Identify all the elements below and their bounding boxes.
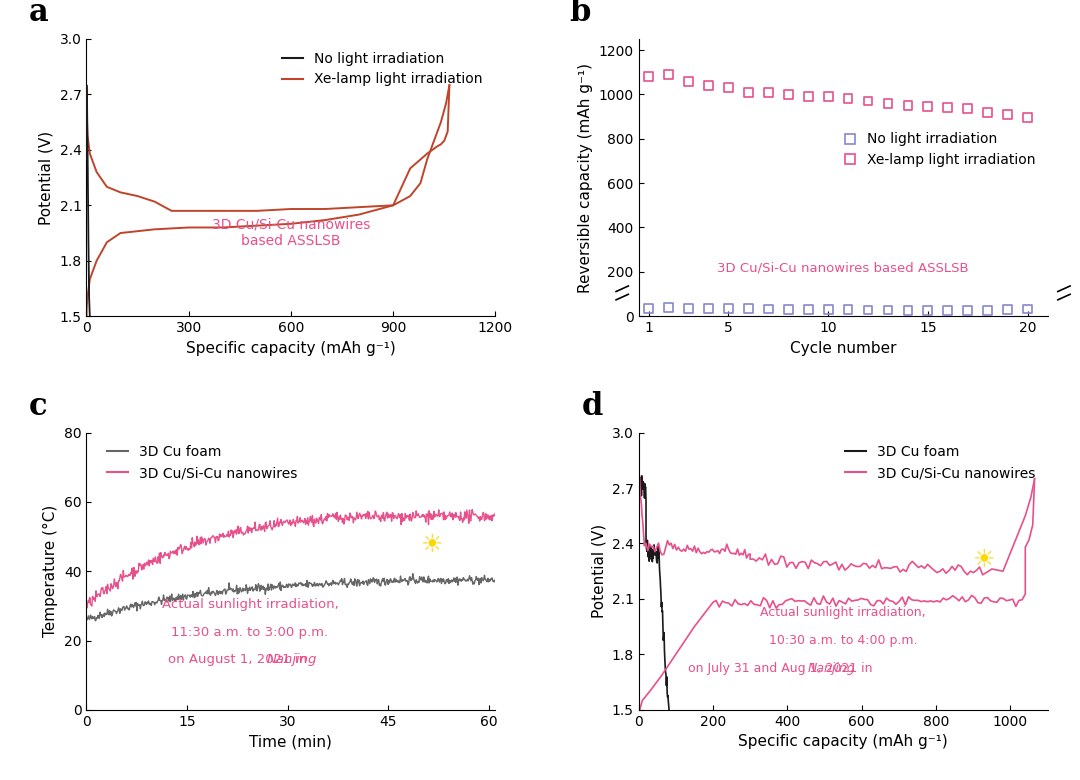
Point — [719, 82, 737, 94]
Text: Actual sunlight irradiation,: Actual sunlight irradiation, — [162, 598, 338, 611]
Point — [959, 304, 976, 317]
Text: on August 1, 2021 in: on August 1, 2021 in — [168, 654, 311, 666]
Text: 3D Cu/Si-Cu nanowires
based ASSLSB: 3D Cu/Si-Cu nanowires based ASSLSB — [212, 218, 370, 248]
Point — [1020, 303, 1037, 315]
Text: a: a — [29, 0, 49, 28]
Point — [940, 101, 957, 114]
Point — [780, 88, 797, 101]
Point — [640, 70, 658, 83]
Point — [719, 303, 737, 315]
Point — [879, 303, 896, 316]
Point — [999, 108, 1016, 121]
Point — [740, 86, 757, 98]
Text: on July 31 and Aug 1, 2021 in: on July 31 and Aug 1, 2021 in — [688, 661, 876, 675]
Legend: 3D Cu foam, 3D Cu/Si-Cu nanowires: 3D Cu foam, 3D Cu/Si-Cu nanowires — [839, 440, 1041, 486]
Point — [919, 304, 936, 317]
Y-axis label: Temperature (°C): Temperature (°C) — [43, 505, 58, 637]
Legend: No light irradiation, Xe-lamp light irradiation: No light irradiation, Xe-lamp light irra… — [839, 127, 1041, 173]
Legend: No light irradiation, Xe-lamp light irradiation: No light irradiation, Xe-lamp light irra… — [276, 46, 488, 92]
Point — [980, 106, 997, 119]
Point — [660, 68, 677, 80]
Point — [780, 303, 797, 316]
Text: 3D Cu/Si-Cu nanowires based ASSLSB: 3D Cu/Si-Cu nanowires based ASSLSB — [717, 261, 969, 275]
Legend: 3D Cu foam, 3D Cu/Si-Cu nanowires: 3D Cu foam, 3D Cu/Si-Cu nanowires — [102, 440, 303, 486]
Text: Actual sunlight irradiation,: Actual sunlight irradiation, — [760, 606, 926, 619]
Point — [839, 93, 856, 105]
Point — [820, 303, 837, 316]
Point — [759, 303, 777, 315]
Point — [839, 303, 856, 316]
Text: d: d — [581, 391, 603, 421]
X-axis label: Specific capacity (mAh g⁻¹): Specific capacity (mAh g⁻¹) — [186, 341, 395, 356]
Point — [999, 303, 1016, 316]
Point — [740, 303, 757, 315]
Point — [959, 103, 976, 115]
X-axis label: Cycle number: Cycle number — [789, 341, 896, 356]
Text: ☀: ☀ — [973, 548, 996, 572]
Point — [660, 302, 677, 314]
Point — [919, 101, 936, 113]
Text: b: b — [569, 0, 591, 28]
Y-axis label: Potential (V): Potential (V) — [39, 130, 54, 225]
Point — [700, 302, 717, 314]
Point — [820, 90, 837, 103]
Point — [640, 302, 658, 314]
Point — [900, 99, 917, 112]
Point — [940, 304, 957, 317]
Text: Nanjing: Nanjing — [267, 654, 318, 666]
Text: c: c — [29, 391, 48, 421]
Text: 10:30 a.m. to 4:00 p.m.: 10:30 a.m. to 4:00 p.m. — [769, 634, 917, 647]
Text: ☀: ☀ — [421, 533, 443, 557]
Point — [799, 303, 816, 316]
Point — [900, 304, 917, 317]
Text: Nanjing: Nanjing — [808, 661, 855, 675]
Point — [700, 80, 717, 92]
Point — [679, 302, 697, 314]
Point — [860, 95, 877, 108]
Point — [679, 75, 697, 87]
Point — [1020, 112, 1037, 124]
Text: 11:30 a.m. to 3:00 p.m.: 11:30 a.m. to 3:00 p.m. — [172, 626, 328, 639]
Point — [759, 86, 777, 98]
X-axis label: Specific capacity (mAh g⁻¹): Specific capacity (mAh g⁻¹) — [739, 734, 948, 750]
Point — [980, 304, 997, 317]
Point — [860, 303, 877, 316]
X-axis label: Time (min): Time (min) — [249, 734, 333, 750]
Y-axis label: Reversible capacity (mAh g⁻¹): Reversible capacity (mAh g⁻¹) — [578, 62, 593, 292]
Point — [879, 97, 896, 109]
Y-axis label: Potential (V): Potential (V) — [591, 524, 606, 619]
Point — [799, 90, 816, 103]
